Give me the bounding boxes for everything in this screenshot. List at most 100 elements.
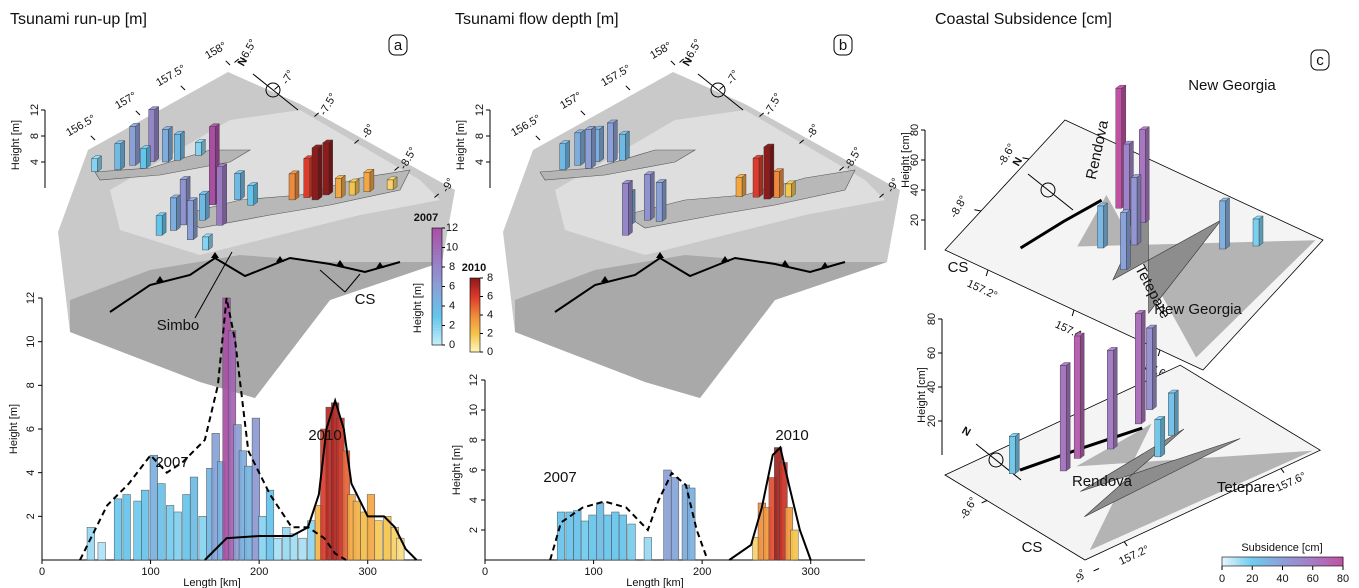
north-circle [265, 82, 281, 98]
bar-side [253, 182, 258, 206]
colorbar-swatch [470, 329, 480, 333]
y-tick-label: 10 [468, 404, 480, 416]
colorbar-swatch [1222, 557, 1226, 566]
colorbar-swatch [470, 333, 480, 336]
bar [141, 489, 150, 561]
lon-tick [580, 110, 586, 116]
z-axis-label: Height [cm] [900, 132, 912, 188]
y-tick-label: 6 [25, 426, 37, 432]
panel-letter-box [833, 34, 853, 56]
colorbar-swatch [470, 322, 480, 325]
terrain [1077, 195, 1316, 358]
colorbar-swatch [470, 281, 480, 285]
bar-side [1225, 197, 1230, 250]
colorbar-tick-label: 10 [446, 241, 458, 253]
lon-tick-label: 157.5° [599, 63, 633, 89]
bar-side [661, 179, 667, 222]
colorbar-swatch [1339, 557, 1344, 566]
lon-tick-label: 156.5° [64, 113, 98, 139]
trench-tooth [821, 262, 829, 268]
bar-side [317, 144, 323, 201]
colorbar-tick-label: 0 [487, 346, 493, 358]
bar-side [591, 125, 596, 169]
leader-line [194, 251, 233, 319]
lat-tick [799, 139, 805, 144]
colorbar-swatch [1327, 557, 1332, 566]
z-tick-label: 40 [926, 381, 938, 393]
bar-side [565, 140, 570, 171]
colorbar-swatch [432, 268, 442, 273]
colorbar-swatch [470, 327, 480, 331]
trench-tooth [656, 252, 664, 258]
map-label: Rendova [1072, 473, 1133, 490]
colorbar-swatch [432, 321, 442, 326]
bar-side [613, 119, 618, 163]
bar-side [354, 178, 360, 196]
series-label: 2007 [155, 454, 188, 471]
bar [173, 511, 182, 561]
map-bar [752, 157, 760, 198]
colorbar-swatch [1300, 557, 1305, 566]
colorbar-swatch [470, 326, 480, 329]
bar [588, 514, 597, 561]
map-bar [129, 126, 136, 166]
map-label: CS [355, 291, 376, 308]
bar-side [175, 194, 181, 231]
lat-tick-label: -8.8° [948, 194, 970, 220]
bar-side [741, 173, 747, 198]
lat-tick [394, 166, 400, 171]
bar-side [192, 197, 198, 241]
map-bar [234, 173, 241, 200]
lon-tick-label: 156.5° [509, 113, 543, 139]
z-tick-label: 20 [926, 415, 938, 427]
colorbar-title: Subsidence [cm] [1241, 542, 1322, 554]
colorbar-swatch [432, 295, 442, 299]
map-bar [209, 126, 216, 205]
bar-side [791, 180, 796, 198]
trench-tooth [721, 256, 729, 262]
lon-tick [1071, 309, 1075, 317]
colorbar-swatch [470, 303, 480, 307]
map-bar [303, 158, 310, 198]
bar [643, 537, 652, 561]
colorbar-swatch [1249, 557, 1253, 566]
map-bar [186, 200, 194, 240]
bar-side [328, 139, 333, 196]
bar [282, 527, 291, 561]
colorbar-swatch [432, 306, 442, 311]
z-tick-label: 60 [926, 347, 938, 359]
map-bar [1059, 365, 1067, 472]
lat-tick [314, 112, 320, 117]
bar-side [146, 145, 151, 169]
colorbar-swatch [470, 285, 480, 288]
colorbar-swatch [1282, 557, 1287, 566]
bar-side [1140, 309, 1146, 425]
bar-side [1136, 174, 1142, 246]
colorbar-swatch [470, 279, 480, 283]
colorbar-swatch [1324, 557, 1329, 566]
x-tick-label: 100 [584, 566, 602, 578]
bar-side [341, 174, 346, 199]
colorbar-swatch [1252, 557, 1256, 566]
colorbar-swatch [1228, 557, 1232, 566]
bar [366, 494, 376, 561]
bar-side [135, 122, 140, 166]
bar-side [1174, 389, 1179, 436]
map-bar [607, 122, 614, 163]
colorbar-swatch [432, 336, 442, 340]
colorbar-tick-label: 4 [487, 309, 493, 321]
bar [97, 542, 106, 561]
colorbar-swatch [470, 307, 480, 310]
lon-tick [225, 60, 231, 66]
lon-tick-label: 158° [648, 40, 674, 62]
colorbar-tick-label: 0 [1219, 573, 1225, 585]
colorbar-swatch [432, 233, 442, 238]
map-bar [148, 109, 155, 162]
map-label: New Georgia [1188, 77, 1276, 94]
colorbar-frame [431, 227, 443, 346]
bar [198, 516, 207, 561]
z-tick-label: 20 [909, 214, 921, 226]
colorbar-tick-label: 2 [487, 327, 493, 339]
colorbar-swatch [1333, 557, 1338, 566]
